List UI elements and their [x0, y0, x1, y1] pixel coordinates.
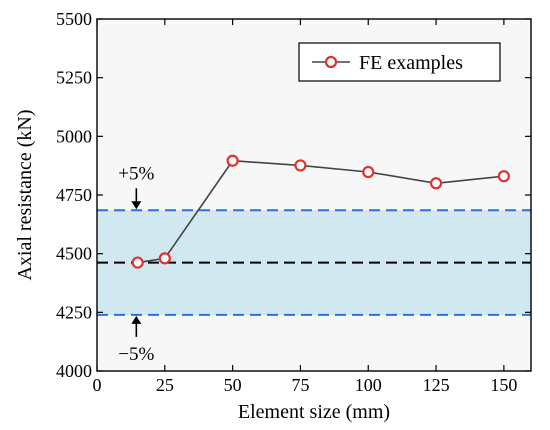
annotation-arrowhead-1 — [131, 315, 142, 324]
data-point — [226, 154, 239, 167]
x-axis-title: Element size (mm) — [238, 401, 390, 423]
data-point — [158, 252, 171, 265]
y-tick-label: 4250 — [56, 302, 92, 322]
legend-label: FE examples — [359, 52, 463, 74]
plot-frame — [96, 18, 532, 372]
annotation-label-1: −5% — [118, 344, 154, 365]
y-tick-label: 4750 — [56, 185, 92, 205]
x-tick-label: 0 — [93, 375, 102, 395]
y-tick-label: 5000 — [56, 126, 92, 146]
x-tick-label: 150 — [490, 375, 517, 395]
y-tick-label: 5500 — [56, 9, 92, 29]
annotation-label-0: +5% — [118, 163, 154, 184]
data-point — [362, 165, 375, 179]
data-point — [497, 170, 510, 183]
annotation-arrowhead-0 — [131, 201, 142, 210]
legend-marker — [324, 55, 338, 69]
x-tick-label: 125 — [423, 375, 450, 395]
x-tick-label: 100 — [355, 375, 382, 395]
y-axis-title: Axial resistance (kN) — [14, 109, 36, 280]
y-tick-label: 4500 — [56, 244, 92, 264]
y-tick-label: 4000 — [56, 361, 92, 381]
x-tick-label: 25 — [156, 375, 174, 395]
y-tick-label: 5250 — [56, 68, 92, 88]
x-tick-label: 50 — [224, 375, 242, 395]
data-point — [131, 256, 144, 269]
x-tick-label: 75 — [291, 375, 309, 395]
data-point — [294, 159, 307, 172]
data-point — [429, 177, 443, 190]
